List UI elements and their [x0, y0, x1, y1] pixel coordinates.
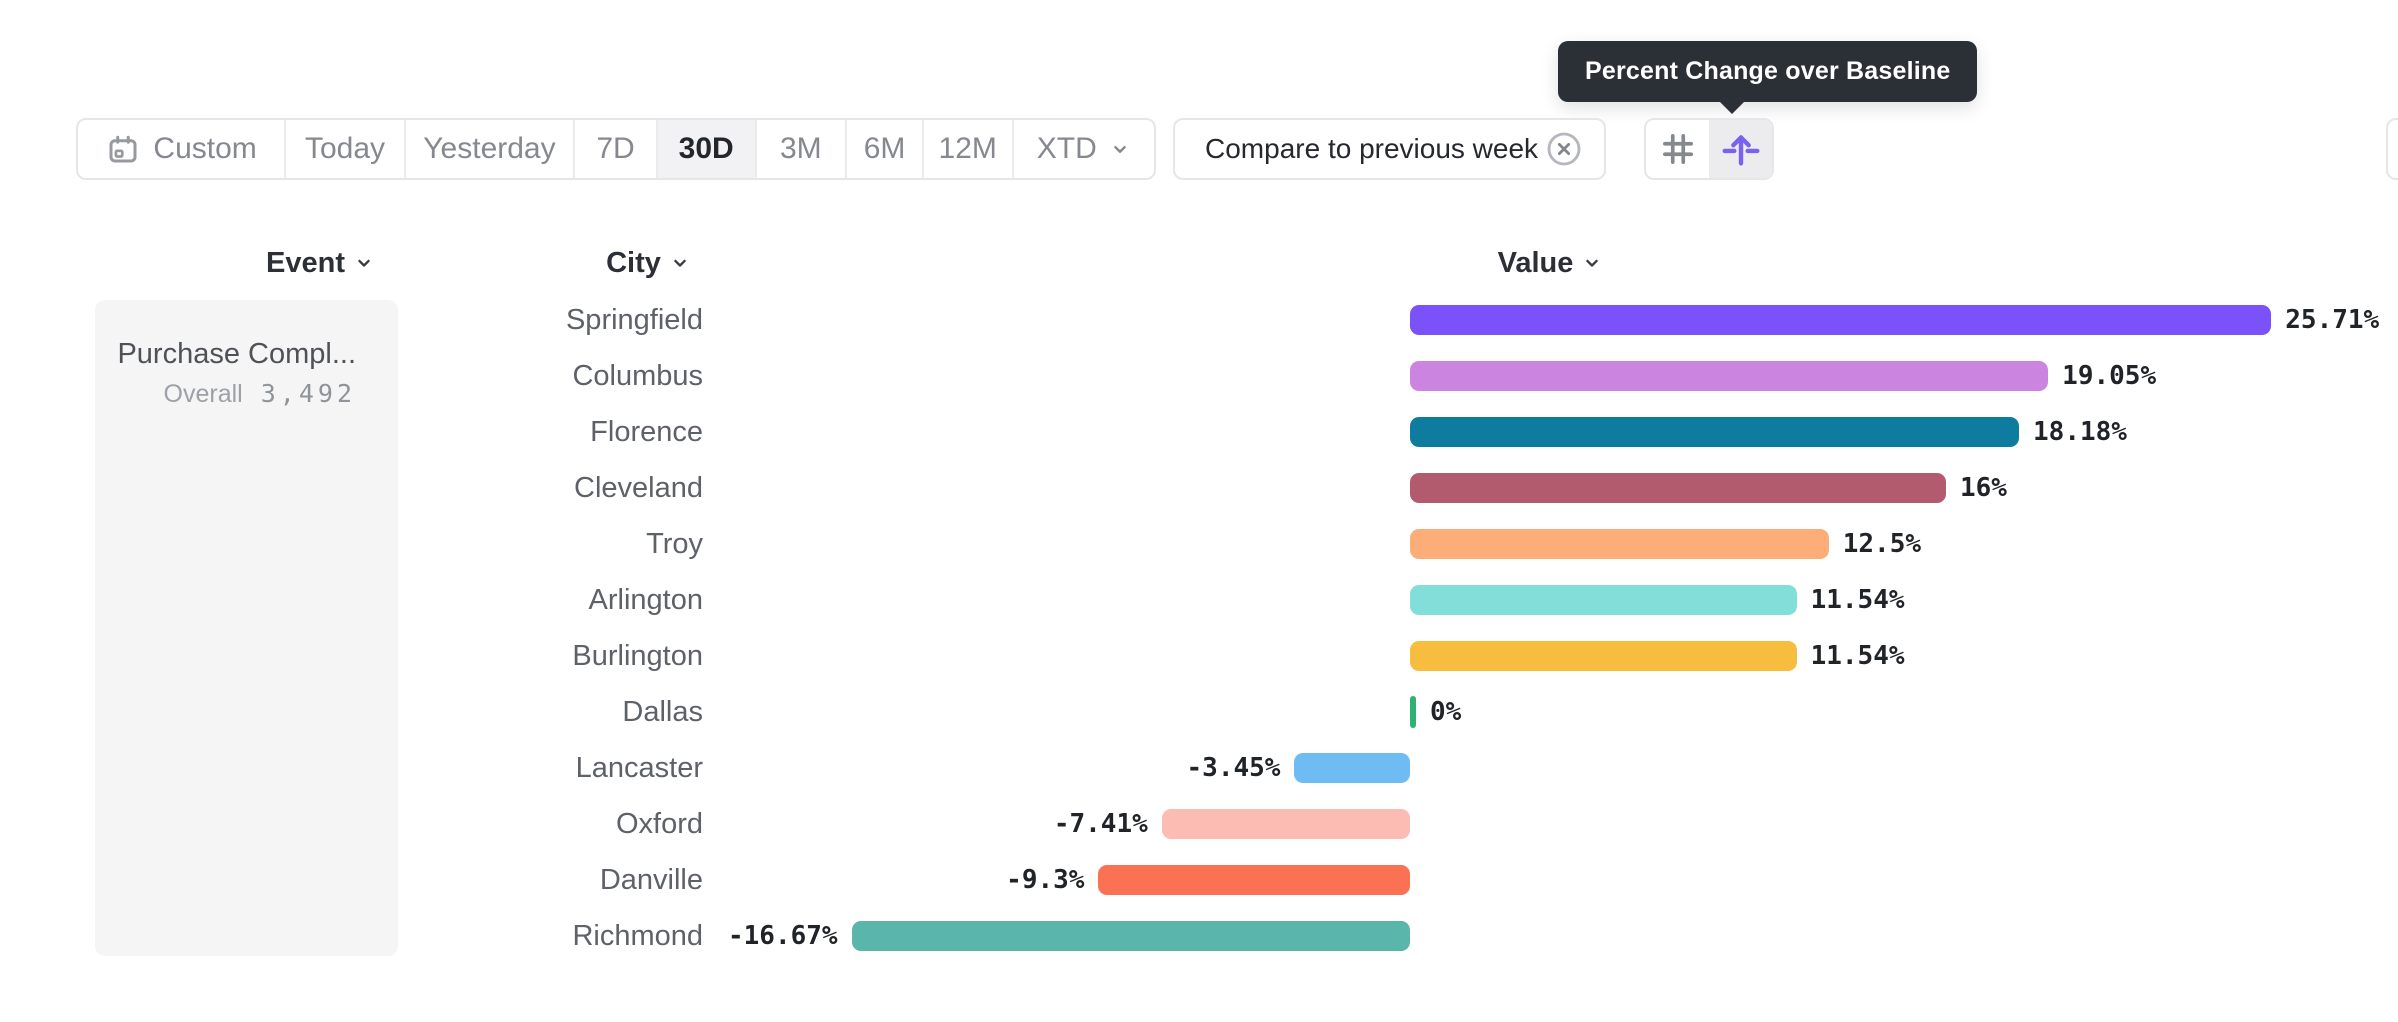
header-label: Event	[266, 246, 345, 279]
chevron-down-icon	[1109, 138, 1131, 160]
bar-value-label: -16.67%	[727, 921, 838, 951]
tooltip-percent-change: Percent Change over Baseline	[1558, 41, 1978, 114]
chart-row: Richmond -16.67%	[0, 908, 2398, 964]
range-custom[interactable]: Custom	[78, 120, 287, 178]
bar-value-label: 12.5%	[1842, 529, 1922, 559]
city-label[interactable]: Dallas	[622, 696, 703, 728]
compare-chip[interactable]: Compare to previous week	[1173, 118, 1606, 180]
city-label[interactable]: Danville	[599, 864, 703, 896]
range-label: 3M	[779, 132, 822, 165]
calendar-icon	[105, 131, 141, 167]
value-bar[interactable]	[1410, 305, 2272, 335]
percent-change-baseline-button[interactable]	[1709, 120, 1772, 178]
city-label[interactable]: Lancaster	[575, 752, 703, 784]
remove-compare-icon[interactable]	[1544, 129, 1584, 169]
chart-rows: Springfield 25.71% Columbus 19.05% Flore…	[0, 292, 2398, 964]
range-label: 7D	[596, 132, 635, 165]
event-card[interactable]: Purchase Compl... Overall 3,492	[95, 300, 398, 956]
chart-row: Florence 18.18%	[0, 404, 2398, 460]
city-label[interactable]: Richmond	[572, 920, 703, 952]
header-label: Value	[1497, 246, 1574, 279]
column-header-value[interactable]: Value	[1480, 246, 1620, 280]
range-6m[interactable]: 6M	[847, 120, 924, 178]
value-mode-toggle	[1644, 118, 1774, 180]
range-label: 6M	[863, 132, 906, 165]
range-12m[interactable]: 12M	[924, 120, 1014, 178]
chart-row: Burlington 11.54%	[0, 628, 2398, 684]
compare-label: Compare to previous week	[1205, 133, 1539, 164]
chart-row: Arlington 11.54%	[0, 572, 2398, 628]
range-3m[interactable]: 3M	[757, 120, 848, 178]
value-bar[interactable]	[1410, 473, 1946, 503]
value-bar[interactable]	[1410, 361, 2049, 391]
chart-row: Columbus 19.05%	[0, 348, 2398, 404]
date-range-control: Custom Today Yesterday 7D 30D 3M 6M 12M …	[76, 118, 1156, 180]
chevron-down-icon	[670, 253, 690, 273]
bar-value-label: 18.18%	[2033, 417, 2127, 447]
city-label[interactable]: Columbus	[572, 360, 703, 392]
city-label[interactable]: Oxford	[615, 808, 703, 840]
chevron-down-icon	[1582, 253, 1602, 273]
value-bar[interactable]	[1410, 417, 2020, 447]
event-overall: Overall 3,492	[95, 379, 356, 409]
value-bar[interactable]	[1294, 753, 1410, 783]
city-label[interactable]: Arlington	[588, 584, 703, 616]
bar-value-label: -7.41%	[1053, 809, 1148, 839]
chart-row: Lancaster -3.45%	[0, 740, 2398, 796]
city-label[interactable]: Florence	[590, 416, 703, 448]
value-bar[interactable]	[1098, 865, 1410, 895]
city-label[interactable]: Cleveland	[574, 472, 703, 504]
value-bar[interactable]	[1410, 585, 1797, 615]
value-bar[interactable]	[1410, 641, 1797, 671]
city-label[interactable]: Springfield	[565, 304, 703, 336]
bar-value-label: 19.05%	[2062, 361, 2157, 391]
range-yesterday[interactable]: Yesterday	[406, 120, 576, 178]
range-xtd[interactable]: XTD	[1014, 120, 1154, 178]
bar-value-label: -3.45%	[1186, 753, 1281, 783]
overall-label: Overall	[163, 380, 243, 408]
column-header-event[interactable]: Event	[250, 246, 390, 280]
absolute-numbers-button[interactable]	[1646, 120, 1709, 178]
value-bar[interactable]	[1410, 529, 1829, 559]
range-label: XTD	[1036, 132, 1097, 165]
bar-value-label: -9.3%	[1006, 865, 1085, 895]
range-label: 30D	[678, 132, 734, 165]
range-label: Custom	[153, 132, 257, 165]
bar-value-label: 0%	[1430, 697, 1462, 727]
range-today[interactable]: Today	[286, 120, 406, 178]
chart-row: Danville -9.3%	[0, 852, 2398, 908]
header-label: City	[606, 246, 661, 279]
bar-value-label: 11.54%	[1810, 585, 1905, 615]
bar-value-label: 25.71%	[2285, 305, 2380, 335]
bar-value-label: 11.54%	[1810, 641, 1905, 671]
value-bar[interactable]	[1161, 809, 1410, 839]
chart-row: Troy 12.5%	[0, 516, 2398, 572]
range-7d[interactable]: 7D	[575, 120, 658, 178]
column-header-city[interactable]: City	[578, 246, 718, 280]
baseline-arrow-icon	[1718, 126, 1764, 172]
chevron-down-icon	[354, 253, 374, 273]
hash-icon	[1657, 128, 1699, 170]
range-label: Today	[304, 132, 386, 165]
partial-button-right-edge[interactable]	[2386, 118, 2398, 180]
chart-row: Springfield 25.71%	[0, 292, 2398, 348]
bar-value-label: 16%	[1960, 473, 2007, 503]
city-label[interactable]: Burlington	[572, 640, 703, 672]
tooltip-text: Percent Change over Baseline	[1585, 57, 1951, 85]
overall-value: 3,492	[260, 379, 356, 408]
chart-row: Oxford -7.41%	[0, 796, 2398, 852]
range-30d[interactable]: 30D	[657, 120, 757, 178]
range-label: 12M	[938, 132, 997, 165]
city-label[interactable]: Troy	[646, 528, 703, 560]
chart-row: Cleveland 16%	[0, 460, 2398, 516]
event-title: Purchase Compl...	[117, 338, 356, 370]
value-bar[interactable]	[1410, 696, 1416, 728]
value-bar[interactable]	[851, 921, 1410, 951]
chart-row: Dallas 0%	[0, 684, 2398, 740]
range-label: Yesterday	[423, 132, 556, 165]
